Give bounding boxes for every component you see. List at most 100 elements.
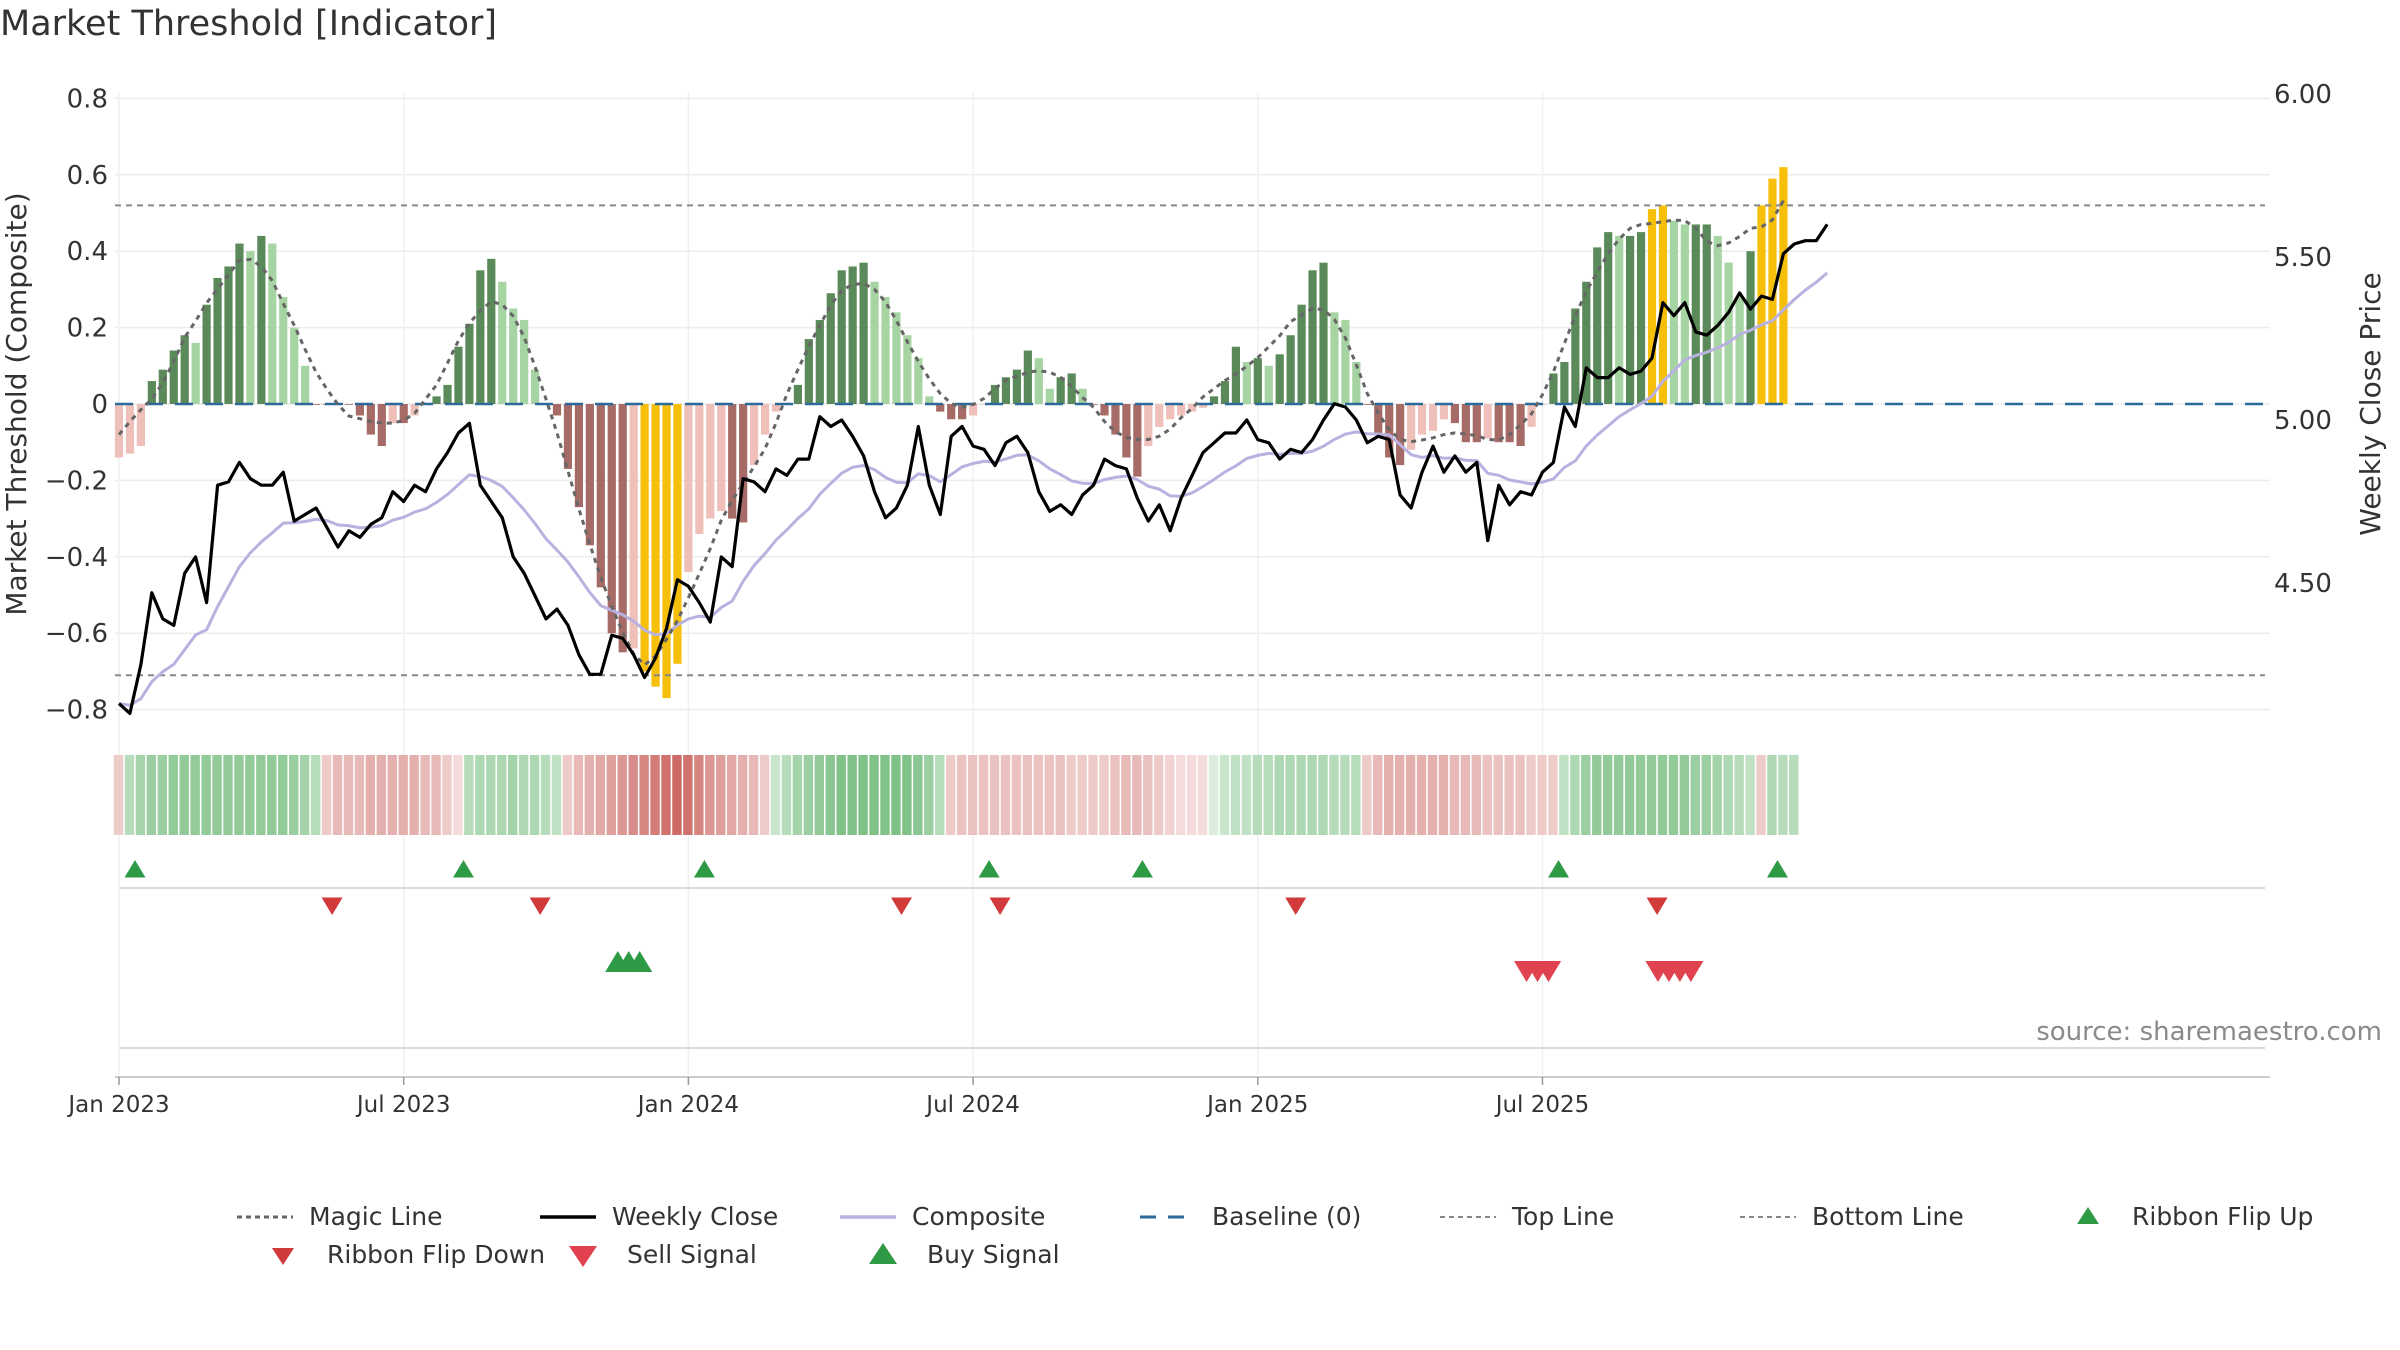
ribbon-cell xyxy=(1351,755,1361,835)
ribbon-cell xyxy=(212,755,222,835)
composite-bar xyxy=(739,404,748,523)
ribbon-cell xyxy=(464,755,474,835)
composite-bar xyxy=(1155,404,1164,427)
composite-bar xyxy=(1188,404,1197,412)
composite-bar xyxy=(388,404,397,424)
composite-bar xyxy=(1100,404,1109,416)
ribbon-cell xyxy=(1208,755,1219,835)
ribbon-cell xyxy=(1066,755,1076,835)
composite-bar xyxy=(859,262,868,404)
ribbon-cell xyxy=(672,755,682,835)
ribbon-cell xyxy=(759,755,770,835)
ribbon-cell xyxy=(223,755,233,835)
ribbon-cell xyxy=(1679,755,1690,835)
ribbon-cell xyxy=(770,755,781,835)
ribbon-cell xyxy=(124,755,135,835)
ribbon-cell xyxy=(442,755,452,835)
composite-bar xyxy=(1768,178,1777,404)
source-label: source: sharemaestro.com xyxy=(2036,1017,2382,1047)
composite-bar xyxy=(114,404,124,458)
composite-bar xyxy=(169,350,178,404)
legend-label: Weekly Close xyxy=(612,1202,778,1231)
composite-bar xyxy=(531,369,540,404)
composite-bar xyxy=(355,404,364,416)
composite-bar xyxy=(585,404,594,546)
composite-bar xyxy=(465,323,474,404)
composite-bar xyxy=(399,404,408,424)
composite-bar xyxy=(290,327,299,404)
ribbon-cell xyxy=(967,755,978,835)
composite-bar xyxy=(760,404,770,435)
legend-label: Buy Signal xyxy=(927,1240,1060,1269)
ribbon-cell xyxy=(1384,755,1394,835)
y-tick-label: 0.2 xyxy=(67,314,108,344)
composite-bar xyxy=(1330,312,1339,404)
composite-bar xyxy=(848,266,857,404)
ribbon-flip-up-marker xyxy=(978,860,1000,878)
ribbon-cell xyxy=(1504,755,1514,835)
y-tick-label: −0.6 xyxy=(45,619,108,649)
ribbon-cell xyxy=(1373,755,1383,835)
ribbon-cell xyxy=(1405,755,1416,835)
composite-bar xyxy=(1242,361,1251,404)
ribbon-cell xyxy=(1011,755,1022,835)
composite-bar xyxy=(312,404,321,405)
x-tick-label: Jul 2023 xyxy=(355,1092,451,1118)
ribbon-cell xyxy=(836,755,846,835)
ribbon-flip-down-marker xyxy=(321,897,343,915)
ribbon-cell xyxy=(201,755,211,835)
composite-bar xyxy=(925,396,934,404)
composite-bar xyxy=(235,243,244,404)
composite-bar xyxy=(1626,235,1635,404)
composite-bar xyxy=(432,396,441,404)
ribbon-cell xyxy=(803,755,814,835)
ribbon-cell xyxy=(387,755,397,835)
composite-bar xyxy=(366,404,375,435)
ribbon-cell xyxy=(376,755,386,835)
ribbon-cell xyxy=(157,755,167,835)
ribbon-cell xyxy=(1219,755,1230,835)
ribbon-cell xyxy=(310,755,321,835)
composite-bar xyxy=(914,358,923,404)
ribbon-cell xyxy=(1088,755,1098,835)
ribbon-cell xyxy=(573,755,584,835)
ribbon-cell xyxy=(1537,755,1547,835)
sell-signal-marker xyxy=(1535,961,1562,982)
composite-bar xyxy=(1549,373,1558,404)
composite-bar xyxy=(563,404,573,469)
composite-bar xyxy=(936,404,945,412)
ribbon-cell xyxy=(135,755,146,835)
ribbon-strip xyxy=(113,755,1799,835)
ribbon-cell xyxy=(617,755,627,835)
composite-bar xyxy=(771,404,781,412)
composite-bar xyxy=(750,404,759,466)
composite-bar xyxy=(1593,247,1602,404)
composite-bar xyxy=(1166,404,1175,420)
composite-bar xyxy=(443,384,452,404)
composite-bar xyxy=(1472,404,1481,443)
ribbon-cell xyxy=(781,755,792,835)
ribbon-cell xyxy=(113,755,124,835)
x-tick-label: Jul 2025 xyxy=(1494,1092,1590,1118)
ribbon-cell xyxy=(486,755,496,835)
ribbon-cell xyxy=(1668,755,1679,835)
ribbon-cell xyxy=(409,755,419,835)
legend-label: Bottom Line xyxy=(1812,1202,1964,1231)
ribbon-cell xyxy=(891,755,901,835)
composite-bar xyxy=(1615,235,1624,404)
ribbon-cell xyxy=(1559,755,1569,835)
ribbon-cell xyxy=(902,755,912,835)
ribbon-cell xyxy=(1121,755,1131,835)
composite-bar xyxy=(1636,232,1646,404)
ribbon-cell xyxy=(1789,755,1799,835)
composite-bar xyxy=(1341,319,1350,404)
composite-bar xyxy=(1352,361,1361,404)
composite-bar xyxy=(881,297,890,404)
ribbon-flip-down-marker xyxy=(1285,897,1307,915)
composite-bar xyxy=(552,404,562,416)
legend-label: Composite xyxy=(912,1202,1045,1231)
ribbon-cell xyxy=(1603,755,1613,835)
legend-label: Ribbon Flip Up xyxy=(2132,1202,2313,1231)
ribbon-flip-up-marker xyxy=(1767,860,1788,878)
